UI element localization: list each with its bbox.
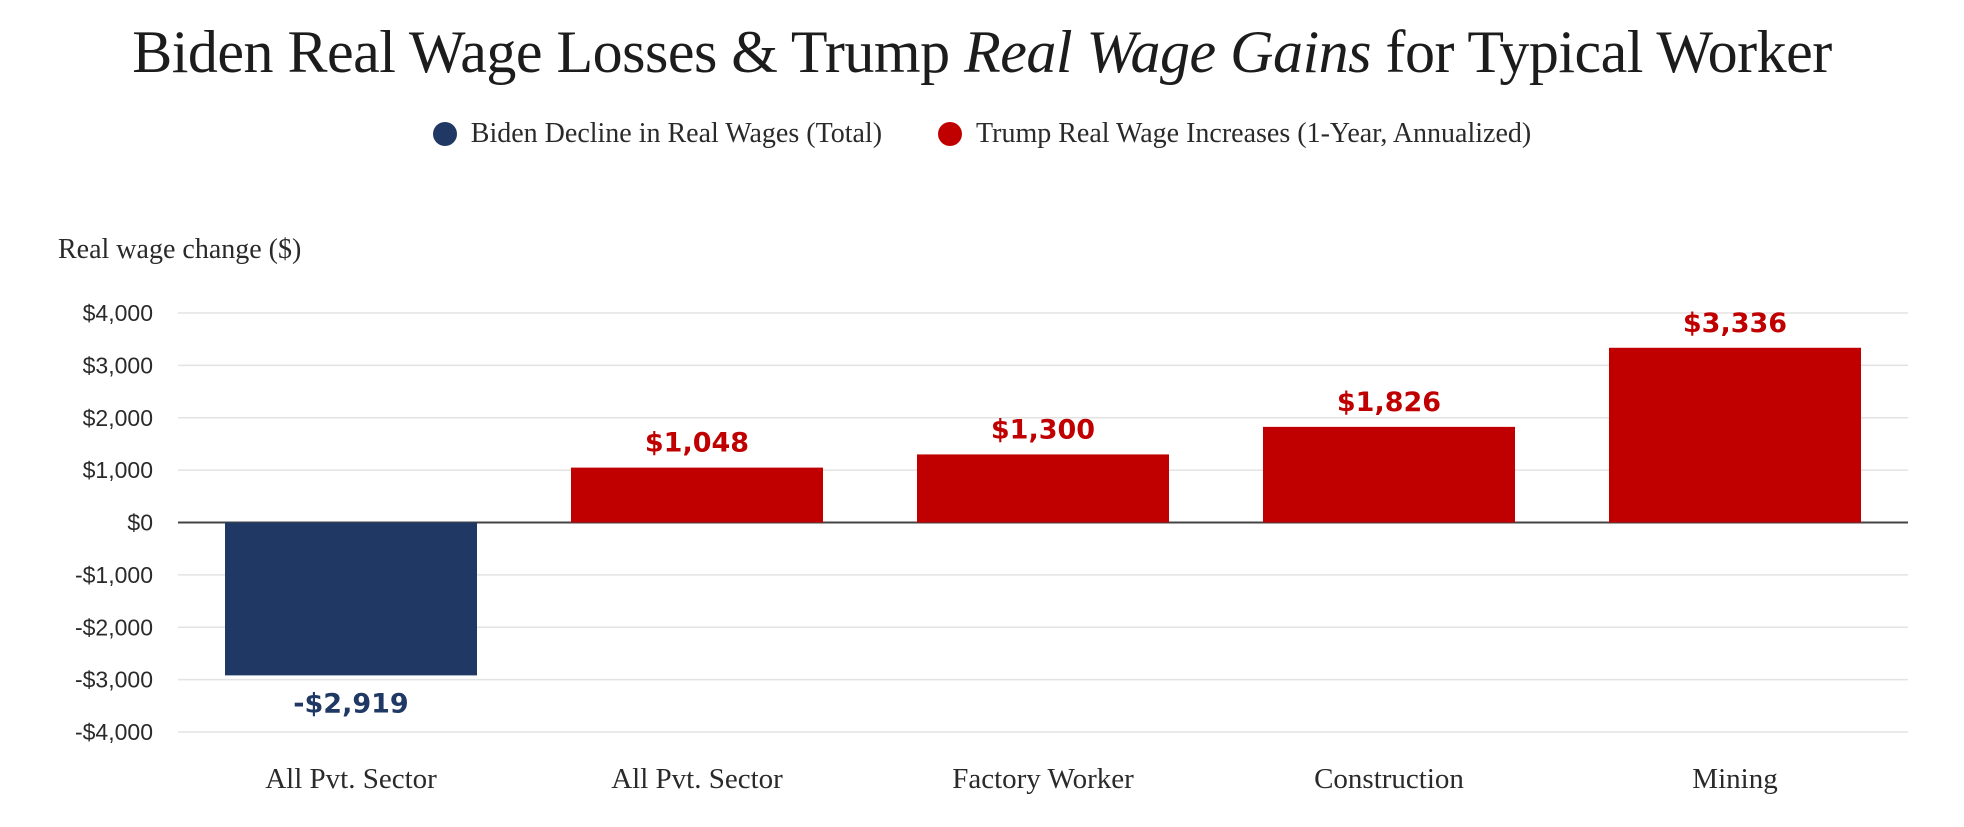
bar-biden [225,522,477,676]
y-axis-label: Real wage change ($) [58,234,301,265]
data-label: $1,300 [991,414,1095,445]
y-tick-label: $3,000 [83,352,153,378]
y-tick-label: $1,000 [83,457,153,483]
x-category-label: Factory Worker [952,763,1134,795]
y-tick-label: -$1,000 [75,562,153,588]
legend-swatch-biden [432,122,457,146]
y-tick-label: $4,000 [83,300,153,326]
legend-label-trump: Trump Real Wage Increases (1-Year, Annua… [976,118,1532,149]
title-part-italic: Real Wage Gains [964,19,1371,85]
x-category-label: Construction [1314,763,1464,795]
chart-title: Biden Real Wage Losses & Trump Real Wage… [0,18,1964,87]
bar-trump [571,467,823,523]
data-label: $1,826 [1337,387,1441,418]
y-tick-label: -$2,000 [75,614,153,640]
legend-item-biden: Biden Decline in Real Wages (Total) [432,118,883,150]
y-tick-label: $0 [127,510,153,536]
y-tick-label: $2,000 [83,405,153,431]
bar-trump [917,454,1169,523]
data-label: $1,048 [645,428,749,459]
bar-trump [1263,426,1515,523]
y-tick-label: -$4,000 [75,719,153,745]
legend-label-biden: Biden Decline in Real Wages (Total) [470,118,883,149]
y-tick-label: -$3,000 [75,667,153,693]
legend-item-trump: Trump Real Wage Increases (1-Year, Annua… [938,118,1531,150]
x-category-label: All Pvt. Sector [265,763,437,795]
x-category-label: All Pvt. Sector [611,763,783,795]
legend: Biden Decline in Real Wages (Total) Trum… [0,118,1964,150]
title-part-post: for Typical Worker [1371,19,1833,85]
x-category-label: Mining [1692,763,1777,795]
legend-swatch-trump [938,122,963,146]
data-label: $3,336 [1683,308,1787,339]
title-part-pre: Biden Real Wage Losses & Trump [132,19,965,85]
bar-trump [1609,347,1861,523]
data-label: -$2,919 [293,688,408,719]
